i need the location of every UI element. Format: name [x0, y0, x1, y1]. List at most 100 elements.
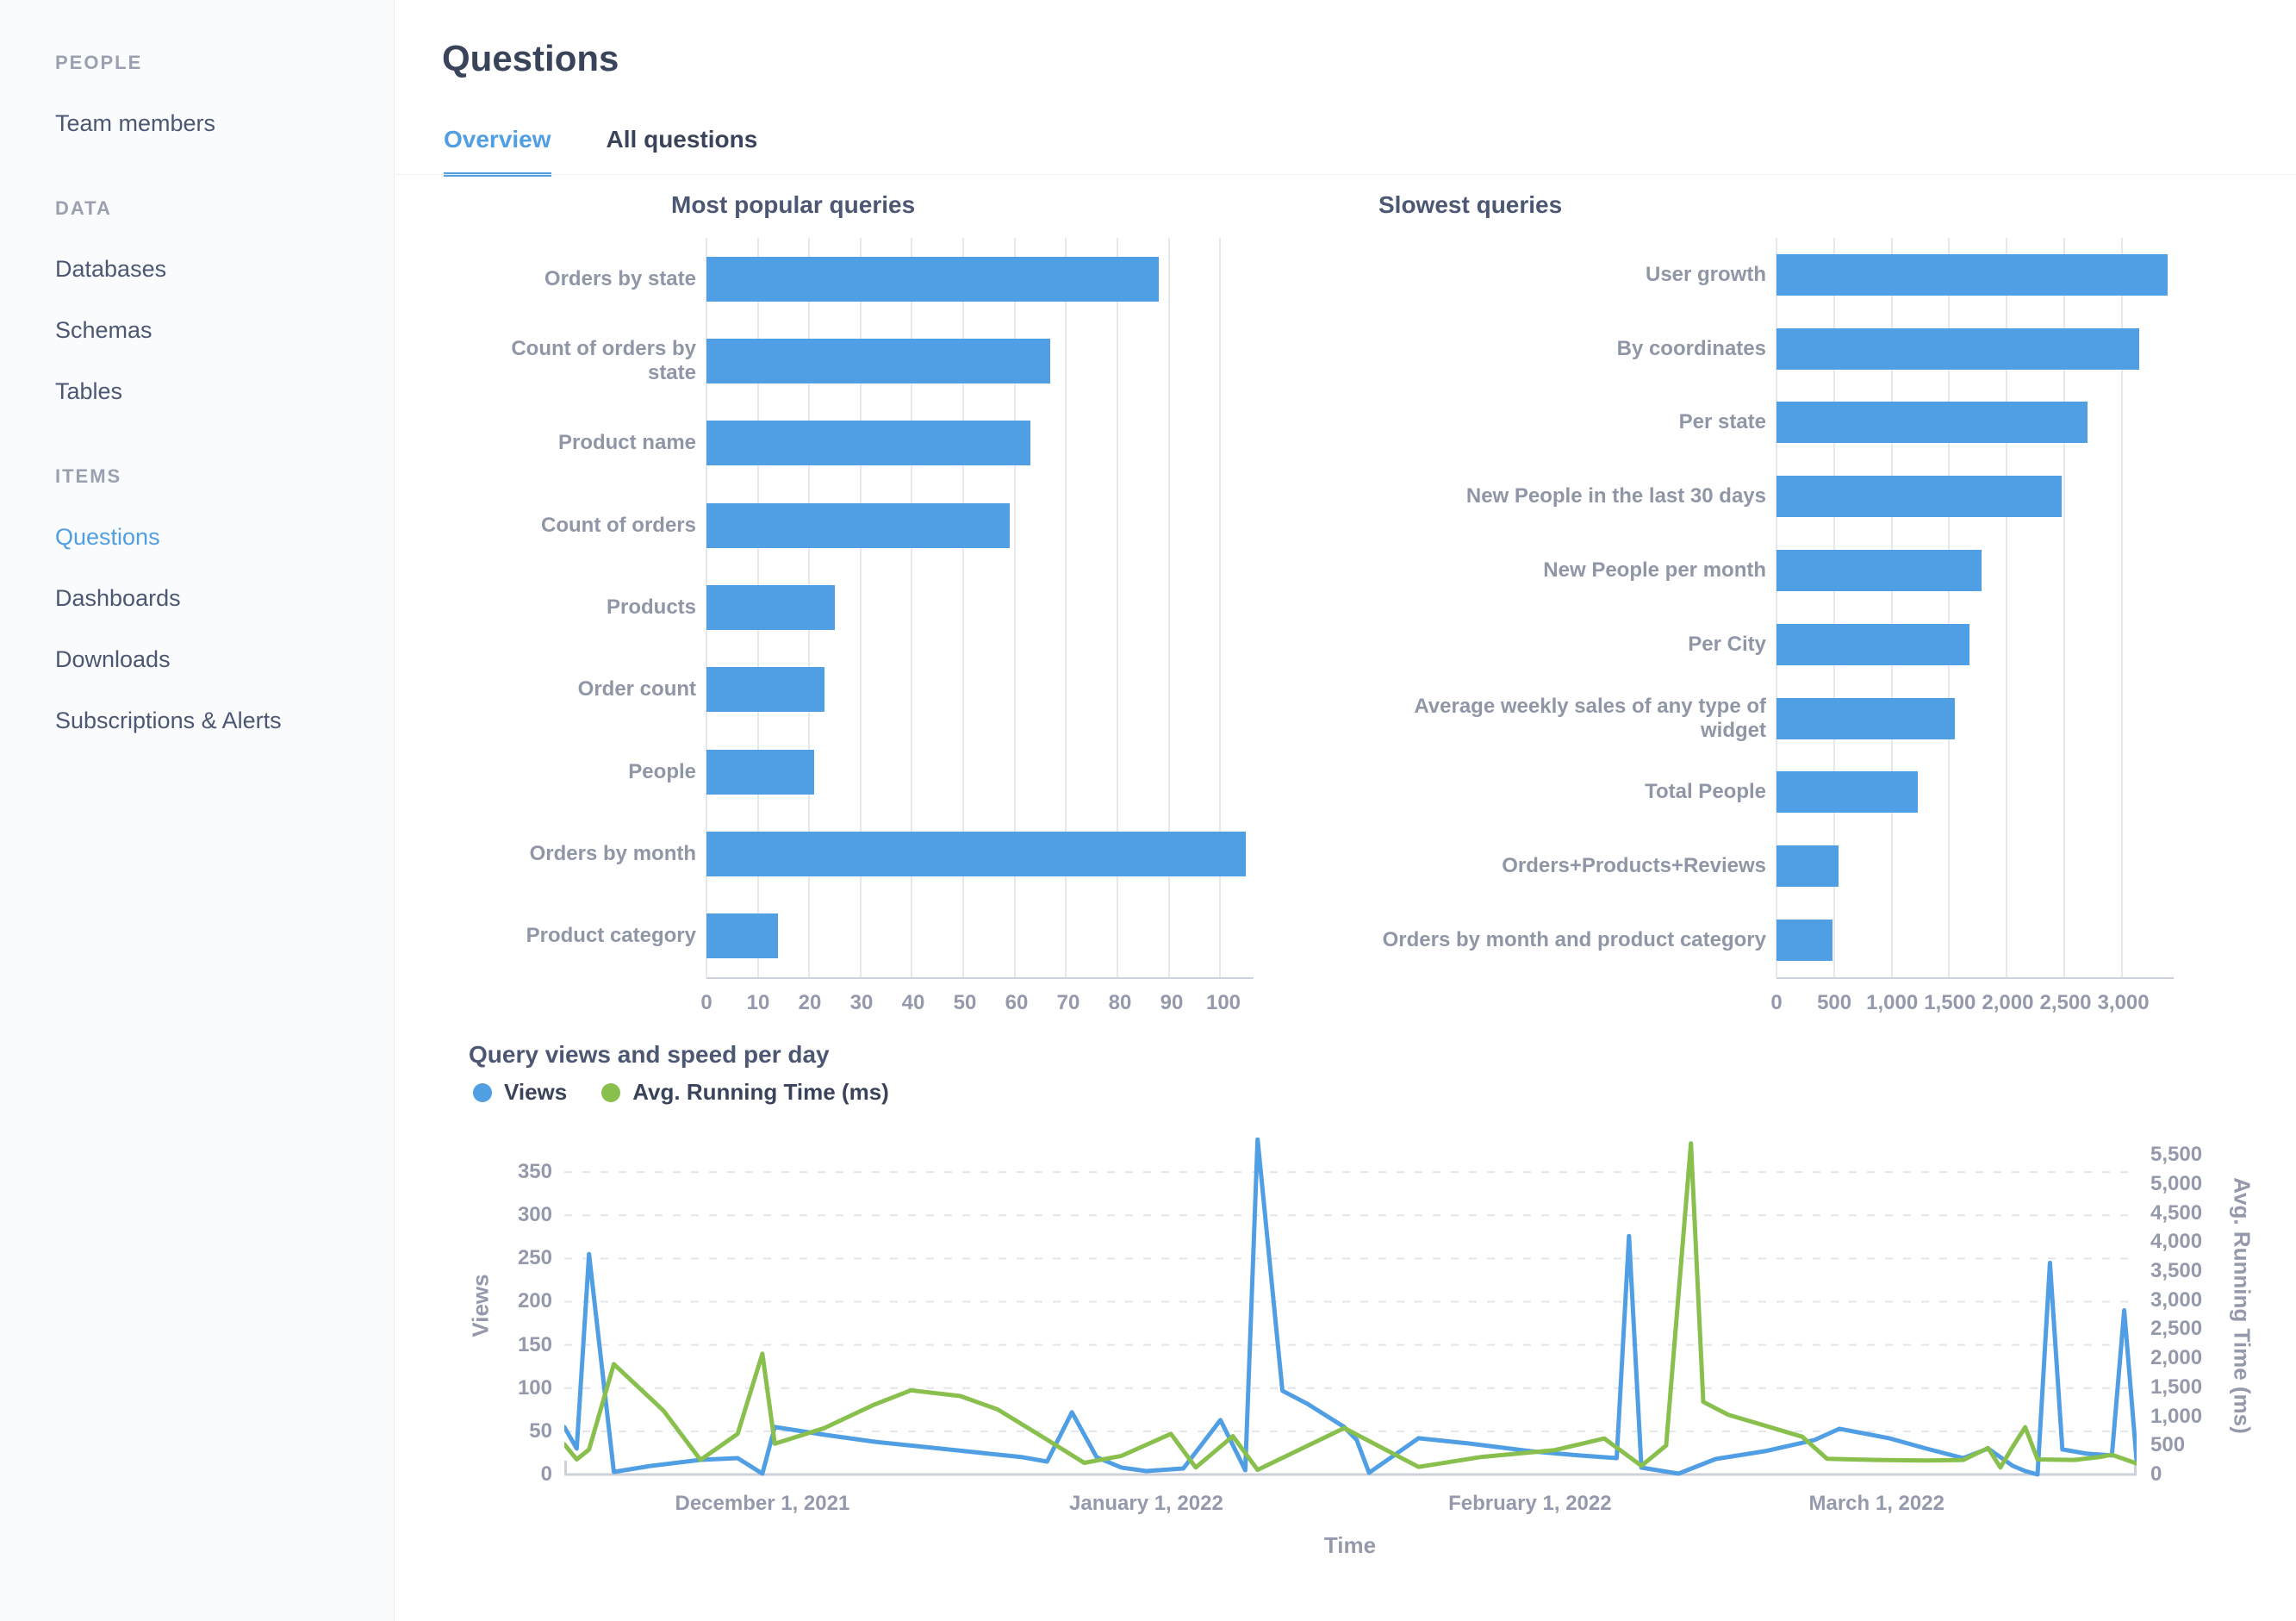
gridline [859, 238, 862, 977]
bar-per-city[interactable] [1776, 623, 1970, 665]
y-left-tick-label: 150 [517, 1332, 552, 1356]
sidebar-sections: PEOPLE Team members DATA Databases Schemas Ta… [55, 52, 394, 734]
bar-row [706, 649, 1254, 731]
bar-label: New People in the last 30 days [1465, 484, 1766, 508]
y-right-tick-label: 1,500 [2150, 1375, 2203, 1399]
x-tick-label: 60 [1005, 991, 1029, 1014]
bar-label: Product name [557, 431, 696, 455]
x-tick-label: 50 [953, 991, 977, 1014]
gridline [1167, 238, 1170, 977]
line-plot-wrap: Views Avg. Running Time (ms) Time 0 50 100… [468, 1041, 2296, 1593]
sidebar-section-people: PEOPLE Team members [55, 52, 394, 137]
bar-row [1776, 756, 2174, 830]
x-tick-label: March 1, 2022 [1808, 1492, 1944, 1515]
x-tick-label: February 1, 2022 [1448, 1492, 1612, 1515]
plot-column: 0 10 20 30 40 50 60 70 80 90 100 [700, 238, 1257, 1024]
chart-legend: Views Avg. Running Time (ms) [473, 1079, 889, 1106]
avg-running-time-ms-line[interactable] [564, 1141, 2137, 1473]
sidebar-item-dashboards[interactable]: Dashboards [55, 585, 181, 611]
bar-row [706, 402, 1254, 484]
sidebar-item-questions[interactable]: Questions [55, 524, 160, 550]
bar-average-weekly-sales-of-any-type-of-widget[interactable] [1776, 697, 1956, 739]
sidebar-section-data: DATA Databases Schemas Tables [55, 197, 394, 405]
bar-per-state[interactable] [1776, 402, 2088, 444]
sidebar-section-title: DATA [55, 197, 112, 219]
y-left-tick-label: 0 [540, 1462, 552, 1486]
x-tick-label: 0 [700, 991, 712, 1014]
bar-row [706, 566, 1254, 648]
bar-row [1776, 533, 2174, 608]
bar-rows [1776, 238, 2174, 977]
chart-title: Slowest queries [1378, 191, 1563, 218]
main-content: Questions Overview All questions Most pop… [395, 0, 2296, 1621]
x-tick-label: 2,000 [1982, 991, 2034, 1014]
sidebar-item-team-members[interactable]: Team members [55, 110, 216, 136]
x-tick-label: December 1, 2021 [675, 1492, 850, 1515]
bar-products[interactable] [706, 584, 836, 630]
bar-orders-by-state[interactable] [706, 256, 1159, 302]
running-time-axis-label: Avg. Running Time (ms) [2229, 1177, 2256, 1434]
views-line[interactable] [564, 1138, 2137, 1477]
x-axis-ticks: 0 10 20 30 40 50 60 70 80 90 100 [700, 979, 1257, 1024]
category-labels: Orders by state Count of orders by state P… [469, 238, 706, 977]
most-popular-queries-chart: Most popular queries Orders by state Coun… [469, 191, 1257, 1024]
bar-label: Orders by month [529, 841, 696, 865]
sidebar-item-tables[interactable]: Tables [55, 378, 123, 404]
bar-label: Orders by month and product category [1382, 928, 1766, 952]
bar-total-people[interactable] [1776, 771, 1919, 814]
bar-count-of-orders[interactable] [706, 502, 1010, 548]
tab-overview[interactable]: Overview [444, 126, 551, 177]
bar-label: Total People [1645, 780, 1766, 804]
sidebar-item-subscriptions-alerts[interactable]: Subscriptions & Alerts [55, 708, 282, 733]
time-axis-label: Time [1323, 1532, 1377, 1558]
x-tick-label: 80 [1108, 991, 1132, 1014]
sidebar-item-downloads[interactable]: Downloads [55, 646, 171, 672]
bar-people[interactable] [706, 749, 815, 795]
bar-user-growth[interactable] [1776, 253, 2168, 296]
bar-count-of-orders-by-state[interactable] [706, 338, 1051, 383]
bar-label: Product category [526, 924, 696, 948]
tab-all-questions[interactable]: All questions [606, 126, 758, 153]
bar-orders-by-month[interactable] [706, 831, 1247, 876]
sidebar-section-title: PEOPLE [55, 52, 143, 73]
bar-new-people-per-month[interactable] [1776, 550, 1982, 592]
y-right-tick-label: 5,500 [2150, 1143, 2203, 1167]
y-left-tick-label: 250 [517, 1246, 552, 1270]
x-tick-label: 3,000 [2097, 991, 2150, 1014]
slowest-queries-chart: Slowest queries User growth By coordinate… [1378, 191, 2175, 1024]
bar-row [1776, 903, 2174, 977]
sidebar-item-databases[interactable]: Databases [55, 256, 167, 282]
bar-orders-by-month-and-product-category[interactable] [1776, 920, 1833, 962]
gridline [1219, 238, 1222, 977]
bar-label: Products [606, 595, 696, 619]
bar-new-people-in-the-last-30-days[interactable] [1776, 476, 2063, 518]
bar-orders-products-reviews[interactable] [1776, 845, 1839, 888]
bar-product-name[interactable] [706, 421, 1030, 466]
sidebar: PEOPLE Team members DATA Databases Schemas Ta… [0, 0, 395, 1621]
sidebar-item-schemas[interactable]: Schemas [55, 317, 152, 343]
y-right-tick-label: 4,000 [2150, 1230, 2203, 1254]
sidebar-section-title: ITEMS [55, 465, 122, 487]
y-left-tick-label: 350 [517, 1160, 552, 1184]
gridline [1116, 238, 1118, 977]
bar-order-count[interactable] [706, 667, 825, 713]
x-tick-label: January 1, 2022 [1068, 1492, 1223, 1515]
x-tick-label: 30 [849, 991, 874, 1014]
legend-label: Avg. Running Time (ms) [632, 1079, 889, 1105]
bar-label: Per City [1688, 632, 1766, 656]
bar-row [1776, 608, 2174, 682]
bar-row [706, 895, 1254, 977]
bar-product-category[interactable] [706, 913, 779, 959]
chart-body: Orders by state Count of orders by state P… [469, 238, 1257, 1024]
bar-label: User growth [1645, 262, 1766, 286]
gridline [1013, 238, 1016, 977]
bar-row [706, 484, 1254, 566]
bar-row [706, 320, 1254, 402]
bar-row [1776, 829, 2174, 903]
x-tick-label: 0 [1770, 991, 1783, 1014]
plot-area [1776, 238, 2174, 979]
category-labels: User growth By coordinates Per state New Pe… [1378, 238, 1776, 977]
running-time-legend-dot-icon [601, 1082, 621, 1102]
bar-by-coordinates[interactable] [1776, 327, 2139, 370]
y-right-tick-label: 3,500 [2150, 1259, 2203, 1283]
